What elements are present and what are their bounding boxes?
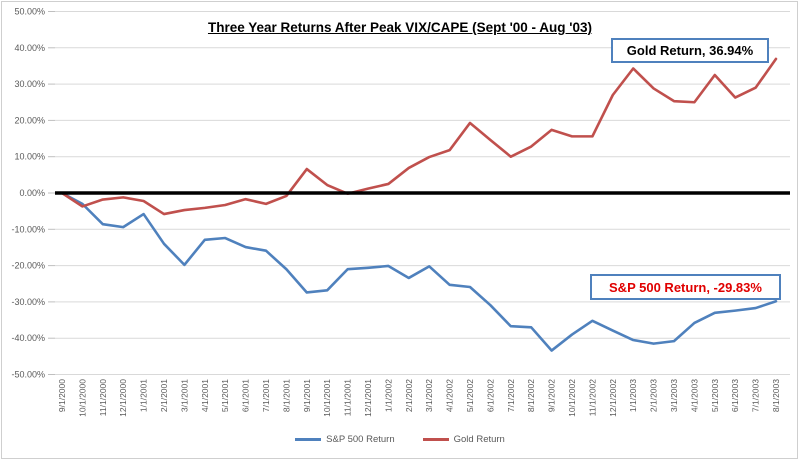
sp500-line[interactable] xyxy=(60,191,778,352)
x-axis-label: 12/1/2001 xyxy=(363,379,373,417)
x-axis-label: 4/1/2002 xyxy=(445,379,455,412)
y-axis-label: 30.00% xyxy=(14,79,45,89)
x-axis-label: 9/1/2001 xyxy=(302,379,312,412)
chart-title-text: Three Year Returns After Peak VIX/CAPE (… xyxy=(207,20,593,35)
x-axis-label: 7/1/2003 xyxy=(751,379,761,412)
gold-line[interactable] xyxy=(60,57,778,216)
x-axis-label: 10/1/2000 xyxy=(77,379,87,417)
x-axis-label: 6/1/2001 xyxy=(241,379,251,412)
x-axis-label: 4/1/2001 xyxy=(200,379,210,412)
x-axis-label: 10/1/2002 xyxy=(567,379,577,417)
legend-label-gold: Gold Return xyxy=(453,434,505,445)
x-axis-label: 9/1/2000 xyxy=(57,379,67,412)
x-axis-label: 12/1/2002 xyxy=(608,379,618,417)
x-axis-label: 8/1/2003 xyxy=(771,379,781,412)
sp500-return-label-text: S&P 500 Return, -29.83% xyxy=(609,279,762,295)
y-axis-label: -10.00% xyxy=(11,224,45,234)
gold-line-swatch-icon xyxy=(422,438,449,441)
x-axis-label: 6/1/2002 xyxy=(485,379,495,412)
gold-return-data-label: Gold Return, 36.94% xyxy=(611,38,769,63)
x-axis-label: 7/1/2001 xyxy=(261,379,271,412)
x-axis-label: 2/1/2002 xyxy=(404,379,414,412)
x-axis-label: 1/1/2001 xyxy=(139,379,149,412)
x-axis-label: 11/1/2001 xyxy=(343,379,353,416)
x-axis-label: 6/1/2003 xyxy=(730,379,740,412)
x-axis-label: 5/1/2001 xyxy=(220,379,230,412)
x-axis-label: 7/1/2002 xyxy=(506,379,516,412)
y-axis-label: -40.00% xyxy=(11,333,45,343)
sp500-return-data-label: S&P 500 Return, -29.83% xyxy=(590,274,781,300)
x-axis-label: 2/1/2003 xyxy=(649,379,659,412)
x-axis-label: 8/1/2002 xyxy=(526,379,536,412)
y-axis-label: -30.00% xyxy=(11,297,45,307)
y-axis-label: 40.00% xyxy=(14,43,45,53)
x-axis-label: 9/1/2002 xyxy=(547,379,557,412)
x-axis-label: 11/1/2002 xyxy=(587,379,597,416)
legend-item-sp500[interactable]: S&P 500 Return xyxy=(295,434,395,445)
y-axis-label: -50.00% xyxy=(11,370,45,380)
x-axis-label: 5/1/2003 xyxy=(710,379,720,412)
legend-label-sp500: S&P 500 Return xyxy=(326,434,395,445)
x-axis-label: 2/1/2001 xyxy=(159,379,169,412)
x-axis-label: 10/1/2001 xyxy=(322,379,332,417)
x-axis-label: 3/1/2002 xyxy=(424,379,434,412)
y-axis-label: 20.00% xyxy=(14,115,45,125)
sp500-line-swatch-icon xyxy=(295,438,322,441)
legend-item-gold[interactable]: Gold Return xyxy=(422,434,505,445)
y-axis-label: 0.00% xyxy=(19,188,45,198)
x-axis-label: 8/1/2001 xyxy=(281,379,291,412)
x-axis-label: 1/1/2002 xyxy=(383,379,393,412)
x-axis-label: 11/1/2000 xyxy=(98,379,108,416)
x-axis-label: 1/1/2003 xyxy=(628,379,638,412)
x-axis-label: 3/1/2003 xyxy=(669,379,679,412)
legend: S&P 500 Return Gold Return xyxy=(0,434,800,445)
x-axis-label: 4/1/2003 xyxy=(689,379,699,412)
y-axis-label: 10.00% xyxy=(14,152,45,162)
x-axis-label: 12/1/2000 xyxy=(118,379,128,417)
x-axis-label: 3/1/2001 xyxy=(179,379,189,412)
y-axis-label: -20.00% xyxy=(11,261,45,271)
y-axis-label: 50.00% xyxy=(14,7,45,17)
chart-title: Three Year Returns After Peak VIX/CAPE (… xyxy=(0,20,800,35)
gold-return-label-text: Gold Return, 36.94% xyxy=(626,43,754,58)
x-axis-label: 5/1/2002 xyxy=(465,379,475,412)
